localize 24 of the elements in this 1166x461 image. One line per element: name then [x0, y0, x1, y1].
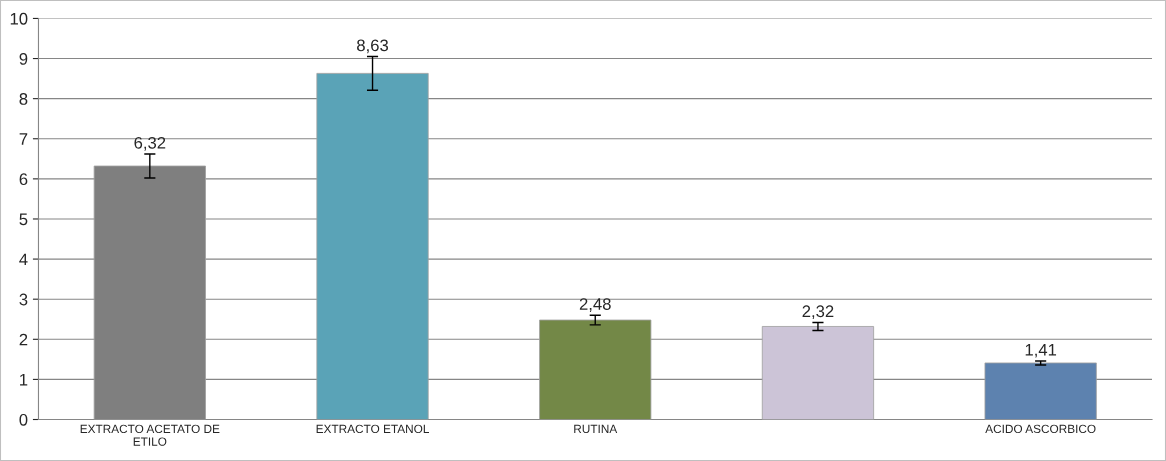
data-label: 2,48: [579, 298, 611, 312]
y-tick-label: 0: [19, 413, 28, 426]
bar: [539, 319, 652, 420]
y-tick-label: 7: [19, 133, 28, 145]
y-tick-label: 4: [19, 253, 28, 266]
data-label: 8,63: [357, 39, 389, 54]
y-tick-label: 8: [19, 93, 28, 105]
bar: [761, 326, 875, 420]
y-tick-label: 1: [20, 373, 28, 386]
x-tick-label: EXTRACTO ACETATO DE ETILO: [80, 424, 220, 446]
y-tick-label: 10: [10, 12, 28, 25]
data-label: 1,41: [1025, 344, 1057, 358]
x-tick-label: EXTRACTO ETANOL: [316, 424, 429, 434]
y-tick-label: 6: [19, 173, 28, 186]
data-label: 2,32: [802, 305, 834, 320]
data-label: 6,32: [134, 136, 166, 151]
x-tick-label: RUTINA: [574, 424, 618, 434]
y-tick-label: 3: [19, 293, 28, 306]
y-tick-label: 5: [19, 213, 28, 226]
bar: [316, 72, 429, 420]
bar: [984, 362, 1097, 420]
y-tick-label: 9: [19, 52, 28, 65]
y-tick-label: 2: [19, 333, 28, 346]
x-tick-label: ACIDO ASCORBICO: [985, 424, 1096, 434]
